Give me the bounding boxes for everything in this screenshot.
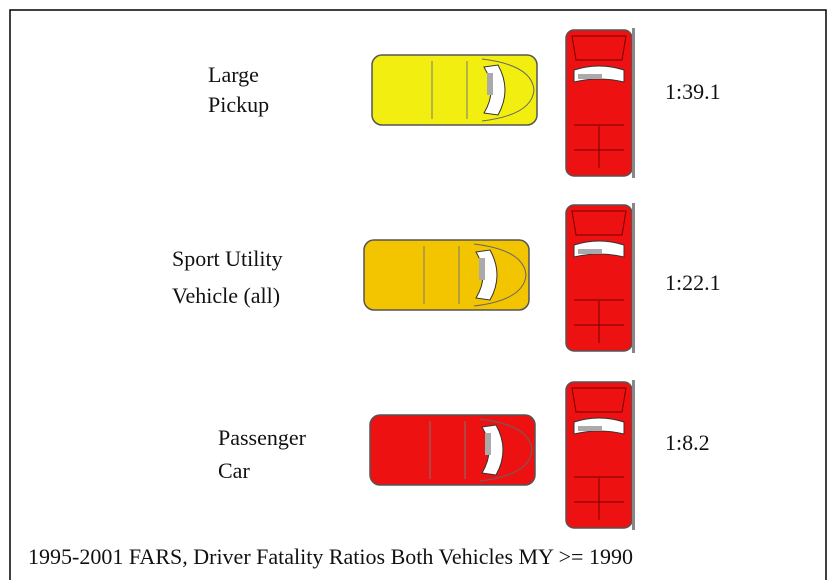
caption: 1995-2001 FARS, Driver Fatality Ratios B… xyxy=(28,544,633,569)
struck-car-icon xyxy=(566,203,635,353)
vehicle-label: Pickup xyxy=(208,92,269,117)
vehicle-label: Vehicle (all) xyxy=(172,283,280,308)
struck-car-icon xyxy=(566,380,635,530)
vehicle-label: Large xyxy=(208,62,259,87)
car-icon xyxy=(370,415,535,485)
pickup-icon xyxy=(372,55,537,125)
struck-car-icon xyxy=(566,28,635,178)
ratio: 1:22.1 xyxy=(665,270,721,295)
suv-icon xyxy=(364,240,529,310)
vehicle-label: Car xyxy=(218,458,250,483)
diagram: Large Pickup 1:39.1 Sport Utility Vehicl… xyxy=(0,0,835,580)
vehicle-label: Passenger xyxy=(218,425,307,450)
ratio: 1:39.1 xyxy=(665,79,721,104)
ratio: 1:8.2 xyxy=(665,430,710,455)
vehicle-label: Sport Utility xyxy=(172,246,283,271)
